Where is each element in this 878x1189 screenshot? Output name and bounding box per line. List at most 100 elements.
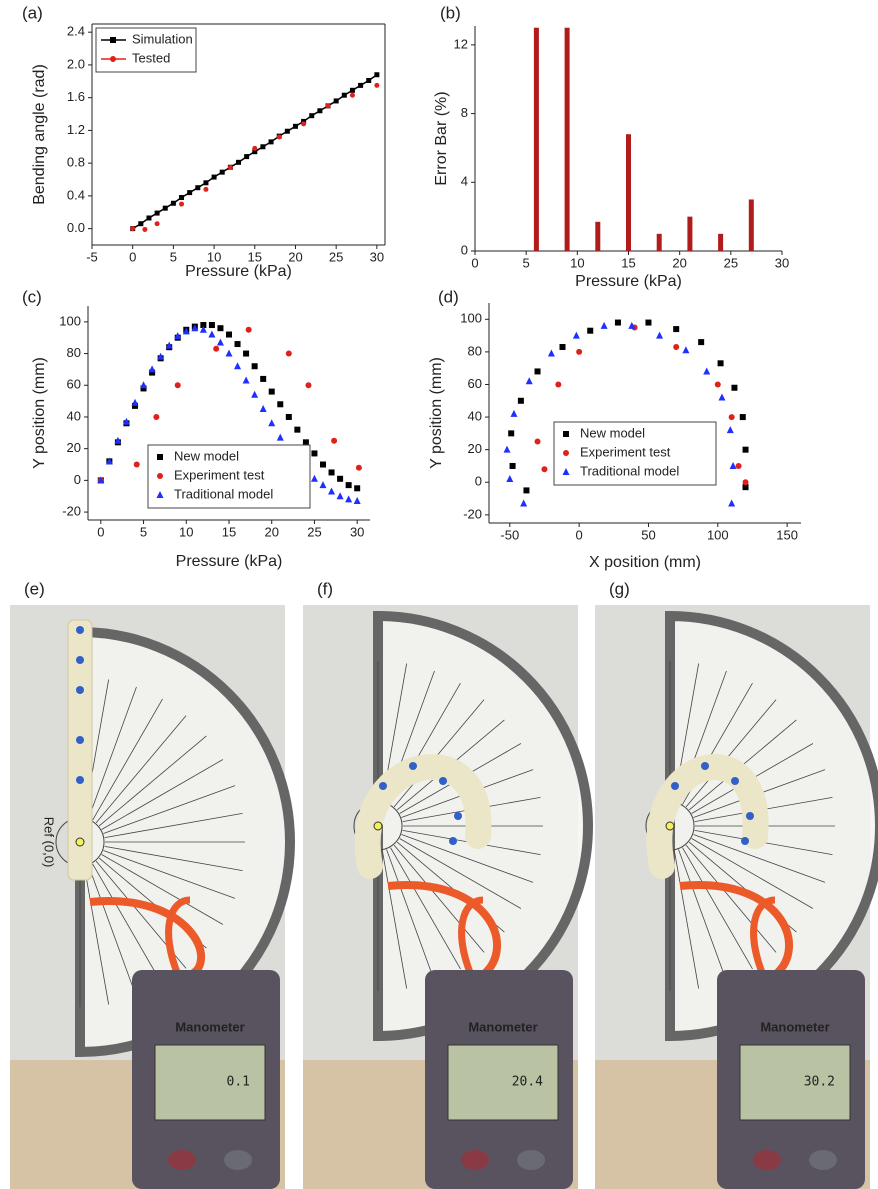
marker-square [534,368,541,375]
protractor-ray [92,863,163,986]
y-tick-label: 1.6 [67,89,85,104]
y-tick-label: 80 [67,345,81,360]
marker-triangle [268,419,276,427]
reading: 20.4 [512,1075,543,1090]
marker-triangle [157,352,165,360]
x-tick-label: 5 [140,524,147,539]
marker-square [285,413,292,420]
panel-label: (e) [24,579,45,598]
tube [89,897,206,979]
marker-square [345,482,352,489]
protractor-ray [393,844,485,953]
reading: 0.1 [227,1075,250,1090]
bar [656,233,662,251]
marker-triangle [310,474,318,482]
marker-square [277,401,284,408]
marker-triangle [319,481,327,489]
protractor-ray [92,698,163,821]
x-tick-label: 0 [471,255,478,270]
marker-square [292,123,298,129]
x-tick-label: 150 [776,527,798,542]
y-tick-label: 0 [74,472,81,487]
marker-square [337,475,344,482]
legend-box [147,444,311,509]
marker-circle [227,164,233,170]
x-tick-label: -50 [500,527,519,542]
actuator [354,754,492,879]
marker-square [226,331,232,338]
protractor-ray [673,850,700,989]
x-tick-label: 100 [707,527,729,542]
marker-triangle [328,487,336,495]
protractor-ray [390,847,461,970]
x-tick-label: 0 [97,524,104,539]
button [224,1150,252,1170]
y-tick-label: 60 [67,377,81,392]
marker-circle [174,382,181,389]
legend-box [95,27,197,73]
marker-square [179,195,185,201]
panel-label: (f) [317,579,333,598]
tube [679,881,794,979]
marker-square [309,113,315,119]
tracking-dot [76,656,84,664]
x-tick-label: 10 [179,524,193,539]
y-tick-label: 12 [454,36,468,51]
protractor-ray [693,834,826,883]
marker-square [195,185,201,191]
origin-dot [373,821,383,831]
marker-square [559,344,566,350]
tracking-dot [701,762,709,770]
marker-circle [285,350,292,357]
marker-square [366,77,372,83]
legend-marker [563,431,569,437]
marker-square [717,360,724,367]
marker-triangle [718,393,726,401]
marker-circle [133,461,140,468]
marker-square [317,108,323,114]
marker-triangle [656,331,664,339]
legend-marker [156,491,164,498]
panel-label: (b) [440,3,461,22]
marker-circle [541,466,548,473]
button [517,1150,545,1170]
protractor-ray [95,715,187,824]
protractor-ray [104,845,243,872]
button [461,1150,489,1170]
x-tick-label: 5 [170,249,177,264]
marker-square [311,450,318,457]
marker-square [252,149,258,155]
y-tick-label: 8 [461,105,468,120]
marker-triangle [251,390,259,398]
marker-triangle [728,499,736,507]
x-tick-label: 20 [288,249,302,264]
marker-square [217,325,224,332]
marker-square [219,169,225,175]
button [809,1150,837,1170]
marker-triangle [191,324,199,332]
protractor-ray [83,866,110,1005]
marker-triangle [122,417,130,425]
marker-square [742,446,749,453]
marker-square [251,363,258,370]
marker-square [268,139,274,145]
x-tick-label: 10 [570,255,584,270]
tracking-dot [76,776,84,784]
tracking-dot [76,626,84,634]
marker-square [614,319,621,326]
marker-triangle [225,349,233,357]
tube [387,881,502,979]
marker-circle [735,462,742,469]
legend-label: Traditional model [174,486,273,501]
marker-triangle [572,331,580,339]
protractor-ray [691,838,814,909]
marker-triangle [131,398,139,406]
protractor-ray [682,847,753,970]
marker-circle [203,186,209,192]
marker-triangle [114,436,122,444]
protractor-ray [103,785,236,834]
marker-triangle [105,457,113,465]
panel-label: (g) [609,579,630,598]
marker-circle [301,121,307,127]
tube [165,896,191,977]
